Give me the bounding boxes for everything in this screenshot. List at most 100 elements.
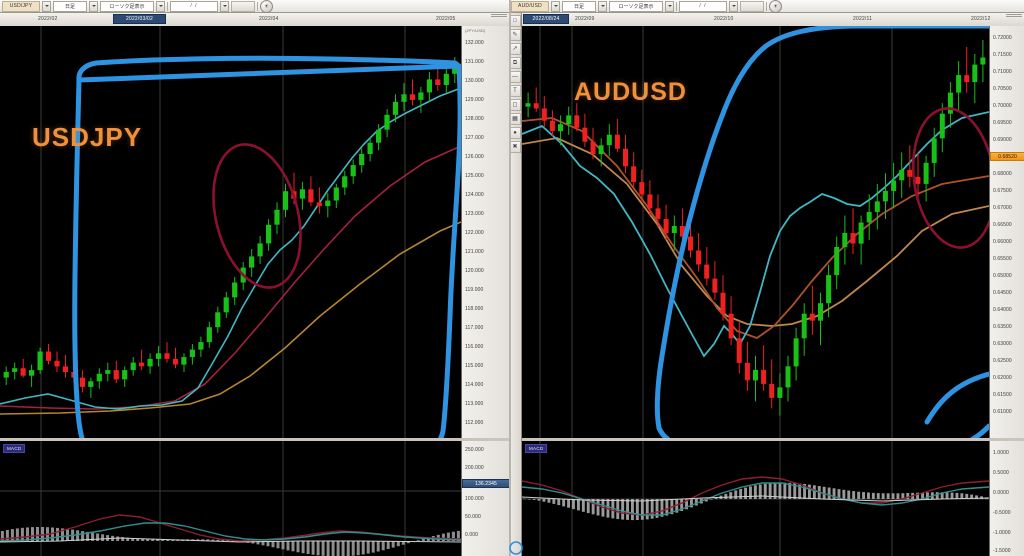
date-tick: 2022/05 — [436, 16, 456, 22]
date-tick-selected[interactable]: 2022/03/02 — [113, 14, 166, 24]
price-tick: 112.000 — [465, 420, 484, 426]
chart-pane-usdjpy: USD/JPY 日足 ローソク足表示 / / ☀ 2022/02 2022/03… — [0, 0, 509, 556]
globe-icon[interactable]: ☀ — [769, 0, 782, 13]
trendline-tool-icon[interactable]: ↗ — [509, 43, 521, 55]
symbol-dropdown-icon[interactable] — [551, 0, 560, 12]
price-tick: 124.000 — [465, 192, 484, 198]
price-tick: 126.000 — [465, 154, 484, 160]
price-tick: 0.61000 — [993, 409, 1012, 415]
symbol-annotation-audusd: AUDUSD — [574, 78, 687, 106]
price-chart-audusd[interactable]: AUDUSD — [522, 26, 989, 438]
price-tick: 114.000 — [465, 382, 484, 388]
ruler-grip[interactable] — [491, 14, 507, 18]
price-tick: 129.000 — [465, 97, 484, 103]
price-tick: 113.000 — [465, 401, 484, 407]
price-tick: 116.000 — [465, 344, 484, 350]
date-input[interactable]: / / — [170, 0, 218, 12]
price-tick: 132.000 — [465, 40, 484, 46]
toolbar-right: AUD/USD 日足 ローソク足表示 / / ☀ — [509, 0, 1024, 13]
macd-tick: 200.000 — [465, 465, 484, 471]
date-tick: 2022/12 — [971, 16, 991, 22]
price-tick: 0.65500 — [993, 256, 1012, 262]
macd-tick: 0.0000 — [993, 490, 1009, 496]
price-tick: 0.67500 — [993, 188, 1012, 194]
date-tick: 2022/09 — [575, 16, 595, 22]
price-tick: 0.66000 — [993, 239, 1012, 245]
macd-tick: -1.5000 — [993, 548, 1011, 554]
timeframe-dropdown-icon[interactable] — [598, 0, 607, 12]
price-tick: 0.65000 — [993, 273, 1012, 279]
price-tick: 127.000 — [465, 135, 484, 141]
charttype-selector[interactable]: ローソク足表示 — [609, 0, 663, 12]
price-scale-audusd[interactable]: 0.72000 0.71500 0.71000 0.70500 0.70000 … — [989, 26, 1024, 438]
count-field[interactable] — [231, 0, 255, 12]
ruler-grip[interactable] — [1006, 14, 1022, 18]
symbol-selector[interactable]: USD/JPY — [2, 0, 40, 12]
price-tick: 125.000 — [465, 173, 484, 179]
price-scale-unit: (JPY/USD) — [465, 28, 486, 33]
price-tick: 120.000 — [465, 268, 484, 274]
timeframe-dropdown-icon[interactable] — [89, 0, 98, 12]
price-tick: 119.000 — [465, 287, 484, 293]
macd-tick: -1.0000 — [993, 530, 1011, 536]
price-tick: 0.63500 — [993, 324, 1012, 330]
price-tick: 115.000 — [465, 363, 484, 369]
globe-icon[interactable]: ☀ — [260, 0, 273, 13]
date-tick: 2022/11 — [853, 16, 873, 22]
price-scale-usdjpy[interactable]: (JPY/USD) 132.000 131.000 130.000 129.00… — [461, 26, 509, 438]
price-tick: 117.000 — [465, 325, 484, 331]
date-dropdown-icon[interactable] — [729, 0, 738, 12]
macd-tick: 250.000 — [465, 447, 484, 453]
toolbar-left: USD/JPY 日足 ローソク足表示 / / ☀ — [0, 0, 509, 13]
price-tick: 0.67000 — [993, 205, 1012, 211]
price-tick: 0.71000 — [993, 69, 1012, 75]
date-tick: 2022/04 — [259, 16, 279, 22]
price-tick: 122.000 — [465, 230, 484, 236]
macd-tick: 50.000 — [465, 514, 481, 520]
price-tick: 0.64000 — [993, 307, 1012, 313]
symbol-dropdown-icon[interactable] — [42, 0, 51, 12]
charttype-dropdown-icon[interactable] — [665, 0, 674, 12]
chart-pane-audusd: AUD/USD 日足 ローソク足表示 / / ☀ 2022/08/24 2022… — [509, 0, 1024, 556]
price-tick: 0.72000 — [993, 35, 1012, 41]
date-tick: 2022/10 — [714, 16, 734, 22]
price-chart-usdjpy[interactable]: USDJPY — [0, 26, 461, 438]
macd-scale-audusd[interactable]: 1.0000 0.5000 0.0000 -0.5000 -1.0000 -1.… — [989, 441, 1024, 556]
date-tick-selected[interactable]: 2022/08/24 — [523, 14, 569, 24]
magnet-tool-icon[interactable]: ● — [509, 127, 521, 139]
charttype-selector[interactable]: ローソク足表示 — [100, 0, 154, 12]
price-tick: 0.62000 — [993, 375, 1012, 381]
pane-divider[interactable] — [509, 0, 511, 556]
macd-tick: 100.000 — [465, 496, 484, 502]
price-tick: 118.000 — [465, 306, 484, 312]
fibonacci-tool-icon[interactable]: ⧉ — [509, 57, 521, 69]
price-tick: 128.000 — [465, 116, 484, 122]
symbol-annotation-usdjpy: USDJPY — [32, 122, 143, 152]
timeframe-selector[interactable]: 日足 — [562, 0, 596, 12]
price-tick: 0.69500 — [993, 120, 1012, 126]
price-tick: 0.69000 — [993, 137, 1012, 143]
blue-consolidation-box — [72, 55, 461, 438]
current-price-tag: 0.68520 — [990, 152, 1024, 161]
price-tick: 123.000 — [465, 211, 484, 217]
date-dropdown-icon[interactable] — [220, 0, 229, 12]
macd-scale-usdjpy[interactable]: 250.000 200.000 136.2345 100.000 50.000 … — [461, 441, 509, 556]
macd-badge-left: MACD — [3, 444, 26, 453]
macd-tick: 1.0000 — [993, 450, 1009, 456]
shape-tool-icon[interactable]: ◻ — [509, 99, 521, 111]
price-tick: 0.68000 — [993, 171, 1012, 177]
date-ruler-left[interactable]: 2022/02 2022/03/02 2022/04 2022/05 — [0, 13, 509, 27]
charttype-dropdown-icon[interactable] — [156, 0, 165, 12]
timeframe-selector[interactable]: 日足 — [53, 0, 87, 12]
date-input[interactable]: / / — [679, 0, 727, 12]
price-tick: 0.71500 — [993, 52, 1012, 58]
macd-tick: 0.5000 — [993, 470, 1009, 476]
date-ruler-right[interactable]: 2022/08/24 2022/09 2022/10 2022/11 2022/… — [509, 13, 1024, 27]
price-tick: 0.62500 — [993, 358, 1012, 364]
symbol-selector[interactable]: AUD/USD — [511, 0, 549, 12]
macd-chart-usdjpy[interactable]: MACD — [0, 441, 461, 556]
macd-chart-audusd[interactable]: MACD — [522, 441, 989, 556]
count-field[interactable] — [740, 0, 764, 12]
red-breakout-ellipse — [212, 143, 302, 289]
